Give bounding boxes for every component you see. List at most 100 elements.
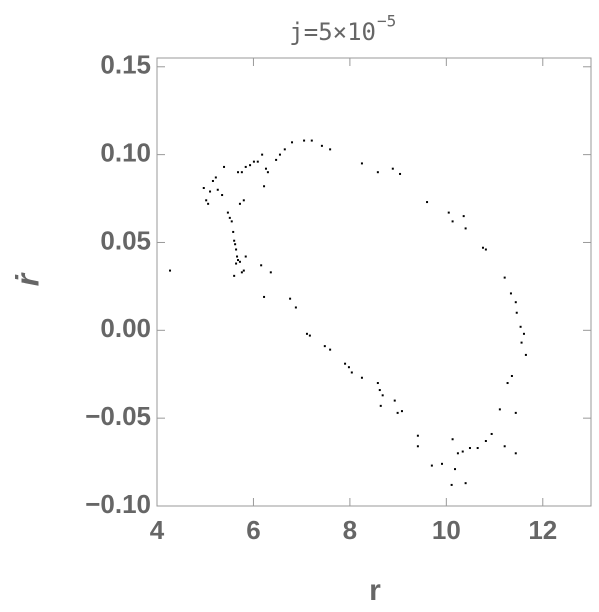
point: [519, 325, 522, 328]
chart-title: j=5×10: [289, 18, 376, 46]
point: [278, 153, 281, 156]
point: [169, 269, 172, 272]
point: [320, 144, 323, 147]
point: [226, 211, 229, 214]
point: [209, 190, 212, 193]
point: [464, 482, 467, 485]
point: [456, 452, 459, 455]
point: [237, 259, 240, 262]
point: [440, 462, 443, 465]
point: [242, 199, 245, 202]
point: [503, 276, 506, 279]
point: [264, 167, 267, 170]
point: [238, 202, 241, 205]
point: [238, 260, 241, 263]
point: [294, 306, 297, 309]
point: [234, 243, 237, 246]
point: [451, 220, 454, 223]
point: [514, 452, 517, 455]
point: [329, 148, 332, 151]
point: [399, 172, 402, 175]
point: [235, 262, 238, 265]
point: [476, 447, 479, 450]
point: [244, 165, 247, 168]
point: [207, 202, 210, 205]
point: [416, 434, 419, 437]
point: [514, 301, 517, 304]
point: [266, 171, 269, 174]
point: [252, 160, 255, 163]
point: [303, 139, 306, 142]
point: [498, 408, 501, 411]
point: [510, 374, 513, 377]
point: [503, 445, 506, 448]
y-tick-label: 0.05: [100, 225, 151, 255]
point: [376, 171, 379, 174]
point: [468, 447, 471, 450]
point: [344, 362, 347, 365]
point: [396, 411, 399, 414]
point: [240, 271, 243, 274]
x-tick-label: 8: [343, 515, 357, 545]
point: [202, 187, 205, 190]
point: [461, 450, 464, 453]
point: [376, 382, 379, 385]
point: [269, 271, 272, 274]
point: [484, 439, 487, 442]
point: [400, 410, 403, 413]
y-tick-label: −0.05: [85, 401, 151, 431]
point: [454, 468, 457, 471]
point: [216, 188, 219, 191]
point: [244, 255, 247, 258]
point: [310, 139, 313, 142]
y-tick-label: 0.00: [100, 313, 151, 343]
point: [308, 334, 311, 337]
point: [520, 341, 523, 344]
point: [230, 220, 233, 223]
point: [221, 194, 224, 197]
point: [283, 148, 286, 151]
point: [509, 292, 512, 295]
point: [214, 176, 217, 179]
point: [305, 332, 308, 335]
point: [237, 171, 240, 174]
point: [506, 382, 509, 385]
point: [233, 239, 236, 242]
point: [378, 389, 381, 392]
point: [360, 162, 363, 165]
point: [462, 215, 465, 218]
point: [514, 411, 517, 414]
x-tick-label: 12: [528, 515, 557, 545]
point: [223, 165, 226, 168]
point: [360, 376, 363, 379]
point: [430, 464, 433, 467]
point: [426, 201, 429, 204]
point: [291, 141, 294, 144]
x-tick-label: 6: [246, 515, 260, 545]
point: [481, 246, 484, 249]
point: [391, 167, 394, 170]
y-tick-label: 0.15: [100, 50, 151, 80]
point: [242, 269, 245, 272]
point: [236, 255, 239, 258]
point: [289, 297, 292, 300]
y-tick-label: −0.10: [85, 489, 151, 519]
point: [256, 160, 259, 163]
plot-frame: [156, 57, 592, 507]
point: [381, 394, 384, 397]
point: [232, 230, 235, 233]
x-axis-label: r: [369, 574, 381, 607]
point: [211, 179, 214, 182]
point: [451, 438, 454, 441]
point: [450, 483, 453, 486]
point: [350, 371, 353, 374]
x-tick-label: 4: [150, 515, 165, 545]
point: [228, 216, 231, 219]
point: [524, 353, 527, 356]
point: [275, 158, 278, 161]
point: [464, 227, 467, 230]
point: [447, 211, 450, 214]
point: [249, 164, 252, 167]
point: [233, 274, 236, 277]
